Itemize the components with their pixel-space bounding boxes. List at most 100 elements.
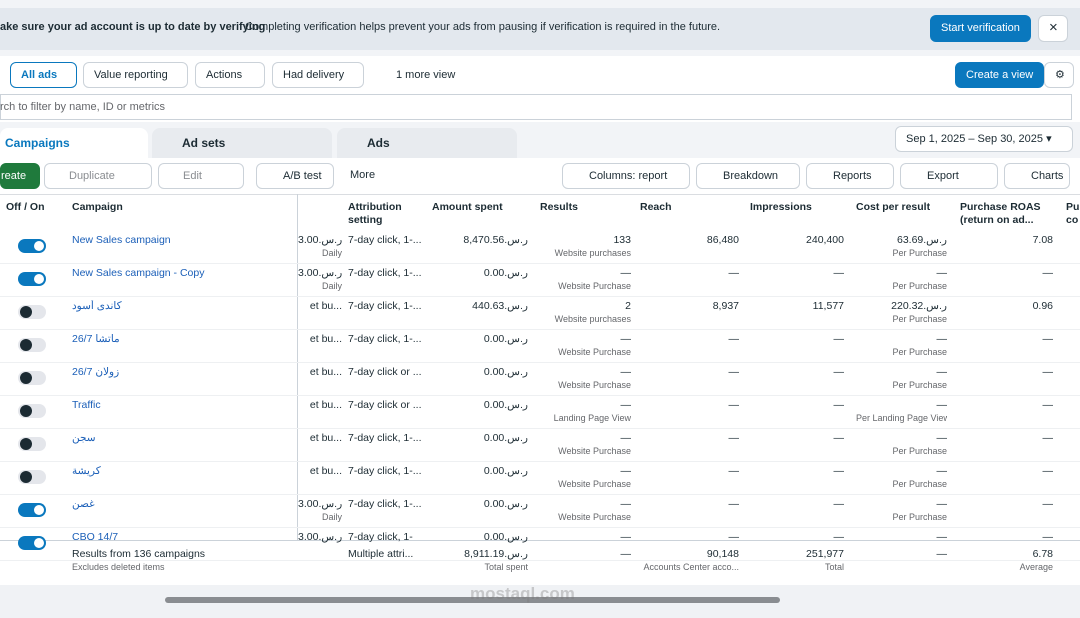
view-tab[interactable]: Actions bbox=[195, 62, 265, 88]
toggle-off[interactable] bbox=[18, 338, 46, 352]
cell-name[interactable]: ماتشا 26/7 bbox=[72, 333, 120, 345]
toolbar-breakdown[interactable]: Breakdown bbox=[696, 163, 800, 189]
cell-amount: ر.س.0.00 bbox=[483, 333, 528, 345]
toggle-off[interactable] bbox=[18, 470, 46, 484]
row-separator bbox=[0, 494, 1080, 495]
toggle-on[interactable] bbox=[18, 239, 46, 253]
cell-cost: — bbox=[936, 498, 948, 510]
column-header[interactable]: Campaign bbox=[72, 201, 123, 213]
toolbar-charts[interactable]: Charts bbox=[1004, 163, 1070, 189]
cell-reach: — bbox=[728, 366, 740, 378]
toolbar-edit[interactable]: Edit bbox=[158, 163, 244, 189]
cell-results: — bbox=[620, 267, 632, 279]
level-tab[interactable]: Campaigns bbox=[5, 136, 70, 150]
cell-sub-results: Landing Page View bbox=[553, 413, 631, 423]
toolbar-reports[interactable]: Reports bbox=[806, 163, 894, 189]
cell-amount: ر.س.440.63 bbox=[472, 300, 528, 312]
cell-sub-cost: Per Purchase bbox=[892, 479, 947, 489]
cell-roas: 6.78 bbox=[1032, 548, 1053, 560]
divider bbox=[0, 194, 1080, 195]
column-header[interactable]: Reach bbox=[640, 201, 672, 213]
date-range[interactable]: Sep 1, 2025 – Sep 30, 2025 ▾ bbox=[895, 126, 1073, 152]
column-header[interactable]: Pu co bbox=[1066, 201, 1080, 226]
scrollbar[interactable] bbox=[165, 597, 780, 603]
cell-cost: — bbox=[936, 548, 948, 560]
toolbar-create[interactable]: reate bbox=[0, 163, 40, 189]
cell-impressions: — bbox=[833, 366, 845, 378]
row-separator bbox=[0, 329, 1080, 330]
toolbar-columns[interactable]: Columns: report bbox=[562, 163, 690, 189]
toggle-off[interactable] bbox=[18, 437, 46, 451]
row-separator bbox=[0, 296, 1080, 297]
row-separator bbox=[0, 461, 1080, 462]
cell-reach: 8,937 bbox=[712, 300, 739, 312]
search-box[interactable] bbox=[0, 94, 1072, 120]
cell-impressions: 11,577 bbox=[812, 300, 844, 312]
create-view-button[interactable]: Create a view bbox=[955, 62, 1045, 88]
view-tab[interactable]: All ads bbox=[10, 62, 77, 88]
cell-sub-cost: Per Purchase bbox=[892, 281, 947, 291]
toggle-knob bbox=[34, 505, 44, 515]
column-header[interactable]: Results bbox=[540, 201, 578, 213]
column-header[interactable]: Amount spent bbox=[432, 201, 503, 213]
toggle-on[interactable] bbox=[18, 272, 46, 286]
toggle-on[interactable] bbox=[18, 536, 46, 550]
cell-roas: — bbox=[1042, 432, 1054, 444]
cell-name[interactable]: زولان 26/7 bbox=[72, 366, 120, 378]
toolbar-export[interactable]: Export bbox=[900, 163, 998, 189]
column-header[interactable]: Cost per result bbox=[856, 201, 931, 213]
cell-cost: — bbox=[936, 366, 948, 378]
row-separator bbox=[0, 428, 1080, 429]
column-header[interactable]: Purchase ROAS (return on ad... bbox=[960, 201, 1041, 226]
cell-name[interactable]: غصن bbox=[72, 498, 95, 510]
column-header: Off / On bbox=[6, 201, 45, 213]
close-banner[interactable]: × bbox=[1038, 15, 1068, 42]
cell-reach: — bbox=[728, 465, 740, 477]
cell-results: — bbox=[620, 531, 632, 543]
toggle-knob bbox=[20, 306, 32, 318]
cell-impressions: — bbox=[833, 531, 845, 543]
column-header[interactable]: Attribution setting bbox=[348, 201, 402, 226]
cell-amount: ر.س.0.00 bbox=[483, 531, 528, 543]
toggle-knob bbox=[34, 274, 44, 284]
cell-name[interactable]: سجن bbox=[72, 432, 96, 444]
banner-title: ake sure your ad account is up to date b… bbox=[0, 21, 266, 33]
start-verification-button[interactable]: Start verification bbox=[930, 15, 1031, 42]
cell-roas: — bbox=[1042, 267, 1054, 279]
cell-name[interactable]: CBO 14/7 bbox=[72, 531, 119, 543]
cell-cost: ر.س.220.32 bbox=[891, 300, 947, 312]
cell-attribution: 7-day click, 1-... bbox=[348, 234, 422, 246]
cell-reach: 90,148 bbox=[706, 548, 739, 560]
cell-cost: ر.س.63.69 bbox=[896, 234, 947, 246]
cell-attribution: 7-day click, 1-... bbox=[348, 465, 422, 477]
toolbar-ab_test[interactable]: A/B test bbox=[256, 163, 334, 189]
cell-budget: et bu... bbox=[309, 300, 342, 312]
level-tab[interactable]: Ad sets bbox=[182, 136, 226, 150]
view-tab[interactable]: 1 more view bbox=[396, 69, 456, 81]
toggle-off[interactable] bbox=[18, 305, 46, 319]
view-settings[interactable]: ⚙ bbox=[1044, 62, 1074, 88]
level-tab[interactable]: Ads bbox=[367, 136, 390, 150]
cell-attribution: 7-day click, 1-... bbox=[348, 498, 422, 510]
toggle-off[interactable] bbox=[18, 371, 46, 385]
cell-impressions: 251,977 bbox=[806, 548, 844, 560]
cell-name[interactable]: Traffic bbox=[72, 399, 101, 411]
cell-sub-budget: Daily bbox=[321, 248, 342, 258]
cell-roas: — bbox=[1042, 366, 1054, 378]
cell-budget: et bu... bbox=[309, 366, 342, 378]
cell-impressions: — bbox=[833, 267, 845, 279]
toggle-knob bbox=[20, 339, 32, 351]
cell-sub-impressions: Total bbox=[824, 562, 844, 572]
view-tab[interactable]: Value reporting bbox=[83, 62, 188, 88]
cell-name[interactable]: New Sales campaign - Copy bbox=[72, 267, 205, 279]
view-tab[interactable]: Had delivery bbox=[272, 62, 364, 88]
toolbar-duplicate[interactable]: Duplicate bbox=[44, 163, 152, 189]
cell-name[interactable]: كريشة bbox=[72, 465, 101, 477]
toolbar-more[interactable]: More bbox=[340, 163, 402, 189]
cell-name[interactable]: New Sales campaign bbox=[72, 234, 171, 246]
toggle-off[interactable] bbox=[18, 404, 46, 418]
toggle-knob bbox=[20, 372, 32, 384]
column-header[interactable]: Impressions bbox=[750, 201, 812, 213]
toggle-on[interactable] bbox=[18, 503, 46, 517]
cell-name[interactable]: كاندى أسود bbox=[72, 300, 122, 312]
